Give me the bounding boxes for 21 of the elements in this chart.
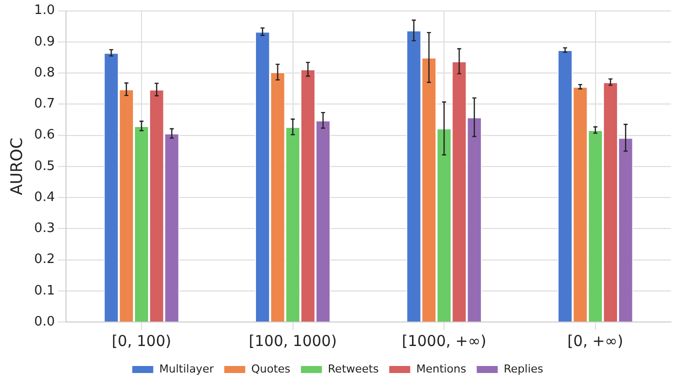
legend-label: Quotes — [251, 362, 291, 376]
y-tick-label: 0.7 — [34, 96, 55, 112]
y-axis-title: AUROC — [6, 138, 26, 196]
y-tick-label: 0.8 — [34, 65, 55, 80]
x-tick-label: [0, +∞) — [567, 332, 624, 350]
y-tick-label: 0.3 — [34, 221, 55, 236]
legend-label: Multilayer — [159, 362, 214, 376]
x-tick-label: [100, 1000) — [248, 332, 337, 350]
y-tick-label: 1.0 — [34, 3, 55, 18]
y-tick-label: 0.6 — [34, 128, 55, 143]
x-tick-label: [0, 100) — [112, 332, 172, 350]
legend-label: Retweets — [328, 362, 379, 376]
legend-label: Mentions — [416, 362, 467, 376]
y-tick-label: 0.0 — [34, 314, 55, 330]
y-tick-label: 0.1 — [34, 283, 55, 298]
y-tick-label: 0.5 — [34, 158, 55, 174]
legend-label: Replies — [504, 362, 544, 376]
x-tick-label: [1000, +∞) — [402, 332, 486, 350]
y-tick-label: 0.2 — [34, 252, 55, 268]
y-tick-label: 0.4 — [34, 190, 55, 205]
y-tick-label: 0.9 — [34, 34, 55, 50]
